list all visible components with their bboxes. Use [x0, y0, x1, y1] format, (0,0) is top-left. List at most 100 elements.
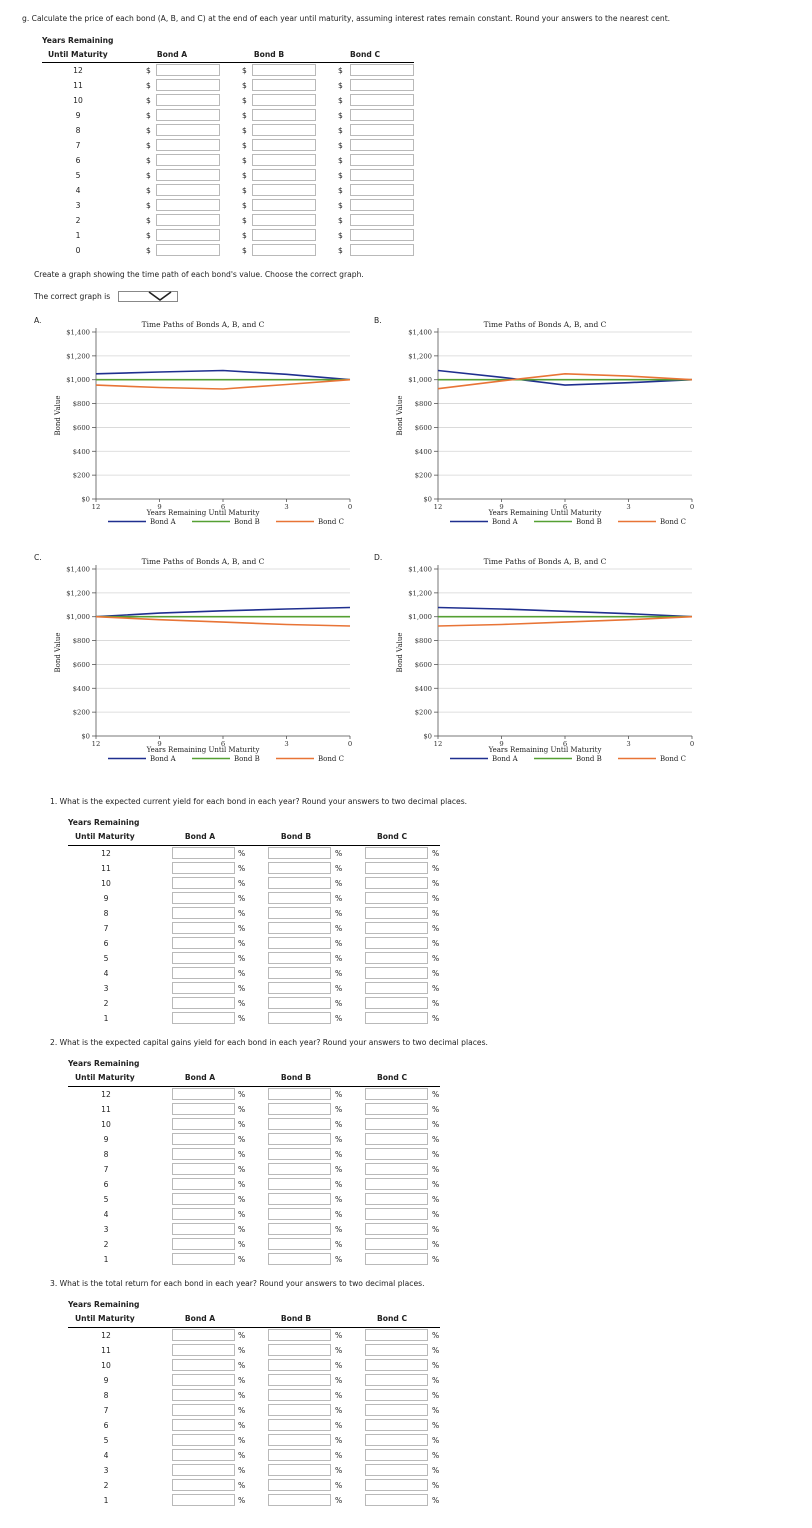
- bond-b-input[interactable]: [268, 1449, 331, 1461]
- bond-a-input[interactable]: [172, 877, 235, 889]
- bond-c-input[interactable]: [365, 1133, 428, 1145]
- bond-a-input[interactable]: [172, 1494, 235, 1506]
- bond-b-input[interactable]: [268, 1223, 331, 1235]
- bond-c-input[interactable]: [365, 1344, 428, 1356]
- bond-a-input[interactable]: [172, 862, 235, 874]
- bond-b-input[interactable]: [268, 1012, 331, 1024]
- bond-b-price-input[interactable]: [252, 79, 316, 91]
- bond-b-input[interactable]: [268, 847, 331, 859]
- bond-b-input[interactable]: [268, 1434, 331, 1446]
- bond-a-input[interactable]: [172, 1464, 235, 1476]
- bond-b-input[interactable]: [268, 1238, 331, 1250]
- bond-b-input[interactable]: [268, 982, 331, 994]
- bond-a-input[interactable]: [172, 1449, 235, 1461]
- bond-c-price-input[interactable]: [350, 124, 414, 136]
- bond-c-input[interactable]: [365, 952, 428, 964]
- bond-c-price-input[interactable]: [350, 154, 414, 166]
- bond-a-price-input[interactable]: [156, 79, 220, 91]
- bond-c-input[interactable]: [365, 982, 428, 994]
- bond-c-price-input[interactable]: [350, 109, 414, 121]
- bond-a-price-input[interactable]: [156, 124, 220, 136]
- bond-a-input[interactable]: [172, 1103, 235, 1115]
- bond-a-input[interactable]: [172, 907, 235, 919]
- bond-c-input[interactable]: [365, 1012, 428, 1024]
- chart-d[interactable]: Time Paths of Bonds A, B, and C $1,400 $1,…: [392, 553, 702, 773]
- bond-b-input[interactable]: [268, 1464, 331, 1476]
- bond-a-price-input[interactable]: [156, 169, 220, 181]
- bond-b-input[interactable]: [268, 1359, 331, 1371]
- bond-c-price-input[interactable]: [350, 199, 414, 211]
- bond-b-input[interactable]: [268, 1374, 331, 1386]
- bond-c-input[interactable]: [365, 1148, 428, 1160]
- bond-b-input[interactable]: [268, 1389, 331, 1401]
- bond-b-input[interactable]: [268, 1193, 331, 1205]
- bond-c-input[interactable]: [365, 1374, 428, 1386]
- graph-choice-dropdown[interactable]: [118, 291, 178, 302]
- bond-c-input[interactable]: [365, 892, 428, 904]
- bond-a-input[interactable]: [172, 937, 235, 949]
- bond-c-price-input[interactable]: [350, 64, 414, 76]
- bond-a-price-input[interactable]: [156, 229, 220, 241]
- bond-a-input[interactable]: [172, 1434, 235, 1446]
- bond-a-input[interactable]: [172, 922, 235, 934]
- bond-a-input[interactable]: [172, 1419, 235, 1431]
- bond-a-input[interactable]: [172, 967, 235, 979]
- bond-b-input[interactable]: [268, 1344, 331, 1356]
- bond-c-input[interactable]: [365, 862, 428, 874]
- bond-b-price-input[interactable]: [252, 169, 316, 181]
- bond-a-input[interactable]: [172, 1404, 235, 1416]
- bond-a-input[interactable]: [172, 1193, 235, 1205]
- bond-b-input[interactable]: [268, 1118, 331, 1130]
- bond-a-price-input[interactable]: [156, 154, 220, 166]
- bond-a-input[interactable]: [172, 1238, 235, 1250]
- bond-b-price-input[interactable]: [252, 154, 316, 166]
- bond-b-price-input[interactable]: [252, 184, 316, 196]
- bond-c-price-input[interactable]: [350, 214, 414, 226]
- bond-a-input[interactable]: [172, 1223, 235, 1235]
- bond-b-input[interactable]: [268, 922, 331, 934]
- bond-a-price-input[interactable]: [156, 64, 220, 76]
- bond-a-price-input[interactable]: [156, 139, 220, 151]
- bond-c-input[interactable]: [365, 937, 428, 949]
- bond-b-input[interactable]: [268, 1329, 331, 1341]
- bond-a-price-input[interactable]: [156, 244, 220, 256]
- bond-a-price-input[interactable]: [156, 199, 220, 211]
- chart-c[interactable]: Time Paths of Bonds A, B, and C $1,400 $1,…: [50, 553, 360, 773]
- bond-c-input[interactable]: [365, 1464, 428, 1476]
- bond-a-price-input[interactable]: [156, 184, 220, 196]
- bond-a-input[interactable]: [172, 1012, 235, 1024]
- bond-b-input[interactable]: [268, 1208, 331, 1220]
- bond-a-input[interactable]: [172, 892, 235, 904]
- bond-c-price-input[interactable]: [350, 184, 414, 196]
- bond-c-input[interactable]: [365, 1193, 428, 1205]
- bond-a-input[interactable]: [172, 997, 235, 1009]
- bond-a-input[interactable]: [172, 1148, 235, 1160]
- bond-a-input[interactable]: [172, 1329, 235, 1341]
- bond-b-input[interactable]: [268, 892, 331, 904]
- bond-c-price-input[interactable]: [350, 244, 414, 256]
- bond-c-price-input[interactable]: [350, 169, 414, 181]
- bond-b-input[interactable]: [268, 1163, 331, 1175]
- bond-a-price-input[interactable]: [156, 214, 220, 226]
- bond-b-input[interactable]: [268, 1404, 331, 1416]
- bond-c-input[interactable]: [365, 1088, 428, 1100]
- bond-c-input[interactable]: [365, 1359, 428, 1371]
- bond-b-input[interactable]: [268, 967, 331, 979]
- bond-c-input[interactable]: [365, 1118, 428, 1130]
- bond-c-input[interactable]: [365, 967, 428, 979]
- bond-c-input[interactable]: [365, 877, 428, 889]
- bond-c-input[interactable]: [365, 1434, 428, 1446]
- bond-b-input[interactable]: [268, 997, 331, 1009]
- bond-c-input[interactable]: [365, 1419, 428, 1431]
- bond-b-input[interactable]: [268, 1479, 331, 1491]
- bond-b-price-input[interactable]: [252, 124, 316, 136]
- bond-c-input[interactable]: [365, 997, 428, 1009]
- bond-c-input[interactable]: [365, 1479, 428, 1491]
- bond-c-input[interactable]: [365, 1178, 428, 1190]
- bond-a-input[interactable]: [172, 1163, 235, 1175]
- bond-a-input[interactable]: [172, 1208, 235, 1220]
- bond-c-input[interactable]: [365, 1253, 428, 1265]
- bond-a-input[interactable]: [172, 1359, 235, 1371]
- bond-b-input[interactable]: [268, 937, 331, 949]
- bond-a-input[interactable]: [172, 982, 235, 994]
